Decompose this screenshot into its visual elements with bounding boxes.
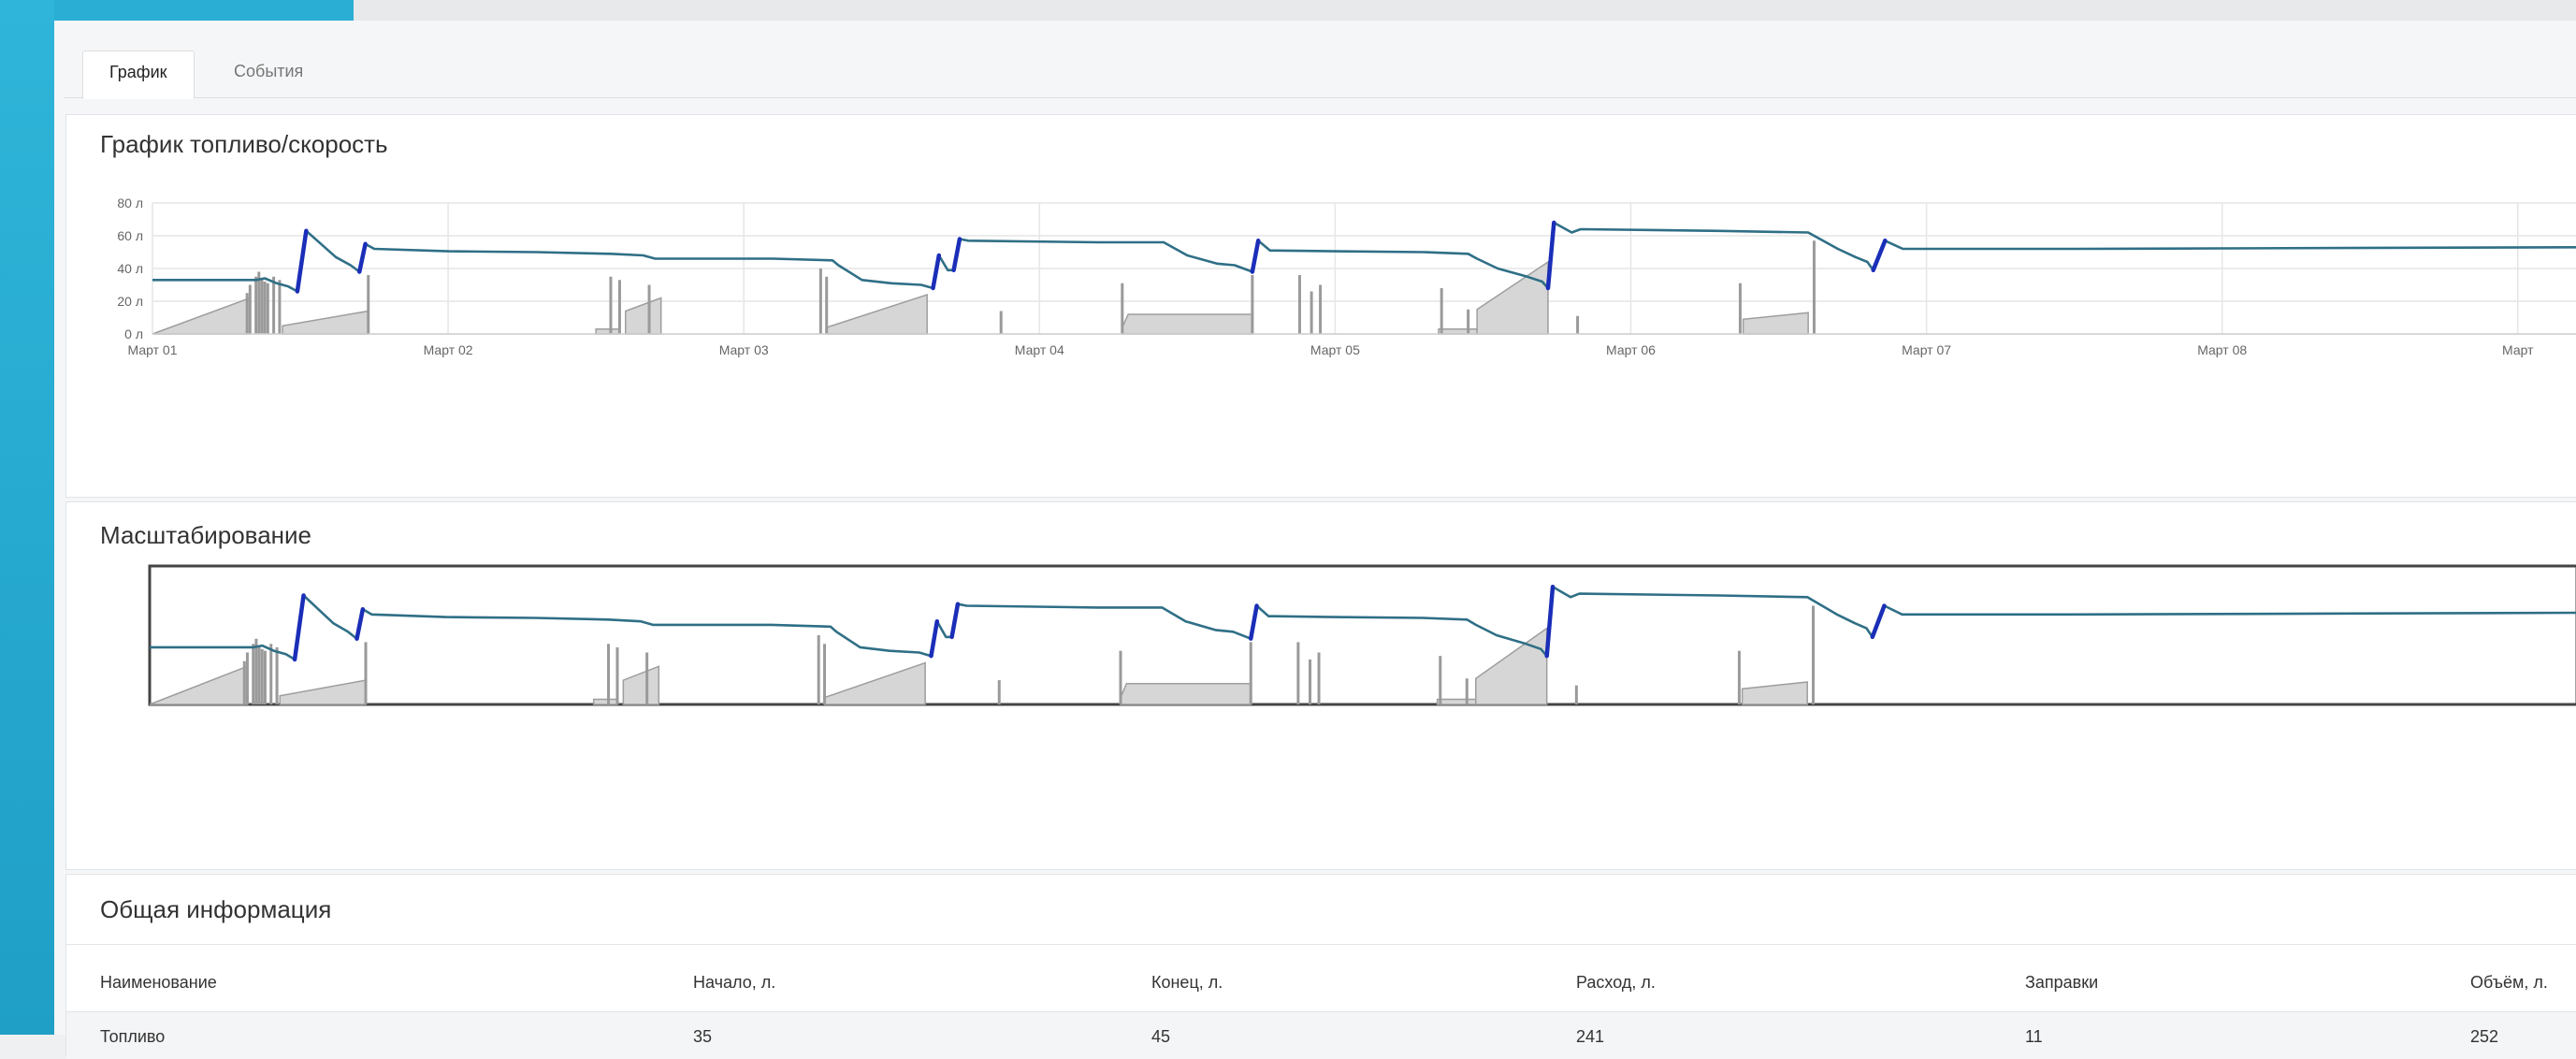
- summary-panel: Общая информация Наименование Начало, л.…: [65, 874, 2576, 1059]
- fuel-speed-panel: График топливо/скорость 0 л 20 л 40 л 60 л 8…: [65, 114, 2576, 498]
- speed-area: [1122, 313, 1253, 335]
- speed-area: [595, 328, 621, 335]
- refuel-segment: [292, 593, 306, 662]
- refuel-segment: [355, 607, 366, 641]
- fuel-level-line: [152, 221, 2576, 293]
- main-content: График События График топливо/скорость 0…: [54, 21, 2576, 1059]
- column-header: Наименование: [100, 973, 217, 992]
- y-tick-label: 80 л: [117, 196, 143, 210]
- speed-area: [1120, 683, 1252, 705]
- y-tick-label: 40 л: [117, 261, 143, 276]
- sidebar-strip: [0, 0, 60, 1035]
- refuel-segment: [1248, 603, 1259, 641]
- refuel-segment: [1250, 239, 1261, 274]
- speed-area: [1741, 681, 1808, 705]
- table-cell: Топливо: [100, 1027, 166, 1046]
- speed-area: [1436, 698, 1477, 705]
- y-tick-label: 0 л: [124, 326, 143, 341]
- tab-bar: График События: [64, 36, 2576, 99]
- table-cell: 11: [2025, 1027, 2043, 1046]
- refuel-segment: [1545, 220, 1556, 291]
- refuel-segment: [1544, 584, 1556, 659]
- zoom-title: Масштабирование: [100, 521, 312, 549]
- table-cell: 45: [1151, 1027, 1171, 1046]
- x-tick-label: Март 06: [1606, 342, 1656, 357]
- fuel-speed-chart[interactable]: 0 л 20 л 40 л 60 л 80 л Март 01 Март 02 Март 03…: [66, 115, 2576, 497]
- summary-table-header: Наименование Начало, л. Конец, л. Расход…: [66, 944, 2576, 1020]
- refuel-segment: [931, 253, 942, 291]
- column-header: Объём, л.: [2470, 973, 2548, 992]
- tab-chart[interactable]: График: [82, 51, 195, 99]
- x-tick-label: Март 07: [1902, 342, 1951, 357]
- refuel-segment: [357, 241, 368, 274]
- speed-area: [152, 297, 252, 335]
- column-header: Заправки: [2025, 973, 2099, 992]
- table-cell: 252: [2470, 1027, 2499, 1046]
- refuel-segment: [929, 618, 940, 659]
- fuel-speed-title: График топливо/скорость: [100, 130, 388, 158]
- x-tick-label: Март 05: [1310, 342, 1360, 357]
- speed-area: [592, 698, 618, 705]
- speed-area: [282, 310, 369, 335]
- speed-area: [625, 297, 662, 335]
- speed-area: [1475, 627, 1548, 705]
- top-bar: [54, 0, 2576, 21]
- zoom-frame: [148, 564, 2576, 706]
- x-tick-label: Март 03: [719, 342, 769, 357]
- summary-title: Общая информация: [100, 895, 332, 923]
- table-cell: 241: [1576, 1027, 1605, 1046]
- column-header: Начало, л.: [693, 973, 776, 992]
- refuel-segment: [1871, 239, 1888, 272]
- zoom-panel: Масштабирование: [65, 501, 2576, 870]
- x-tick-label: Март: [2502, 342, 2534, 357]
- y-tick-label: 20 л: [117, 294, 143, 309]
- refuel-segment: [1870, 603, 1887, 640]
- refuel-segment: [949, 602, 961, 640]
- refuel-segment: [295, 228, 309, 294]
- speed-area: [1742, 312, 1809, 335]
- column-header: Расход, л.: [1576, 973, 1656, 992]
- column-header: Конец, л.: [1151, 973, 1223, 992]
- tab-events[interactable]: События: [234, 62, 304, 80]
- table-cell: 35: [693, 1027, 713, 1046]
- zoom-chart[interactable]: [66, 502, 2576, 869]
- x-tick-label: Март 04: [1015, 342, 1064, 357]
- x-tick-label: Март 01: [128, 342, 178, 357]
- y-tick-label: 60 л: [117, 228, 143, 243]
- speed-area: [1438, 328, 1478, 335]
- table-row: Топливо 35 45 241 11 252: [66, 1011, 2576, 1059]
- refuel-segment: [951, 237, 962, 272]
- x-tick-label: Март 08: [2197, 342, 2247, 357]
- x-tick-label: Март 02: [424, 342, 473, 357]
